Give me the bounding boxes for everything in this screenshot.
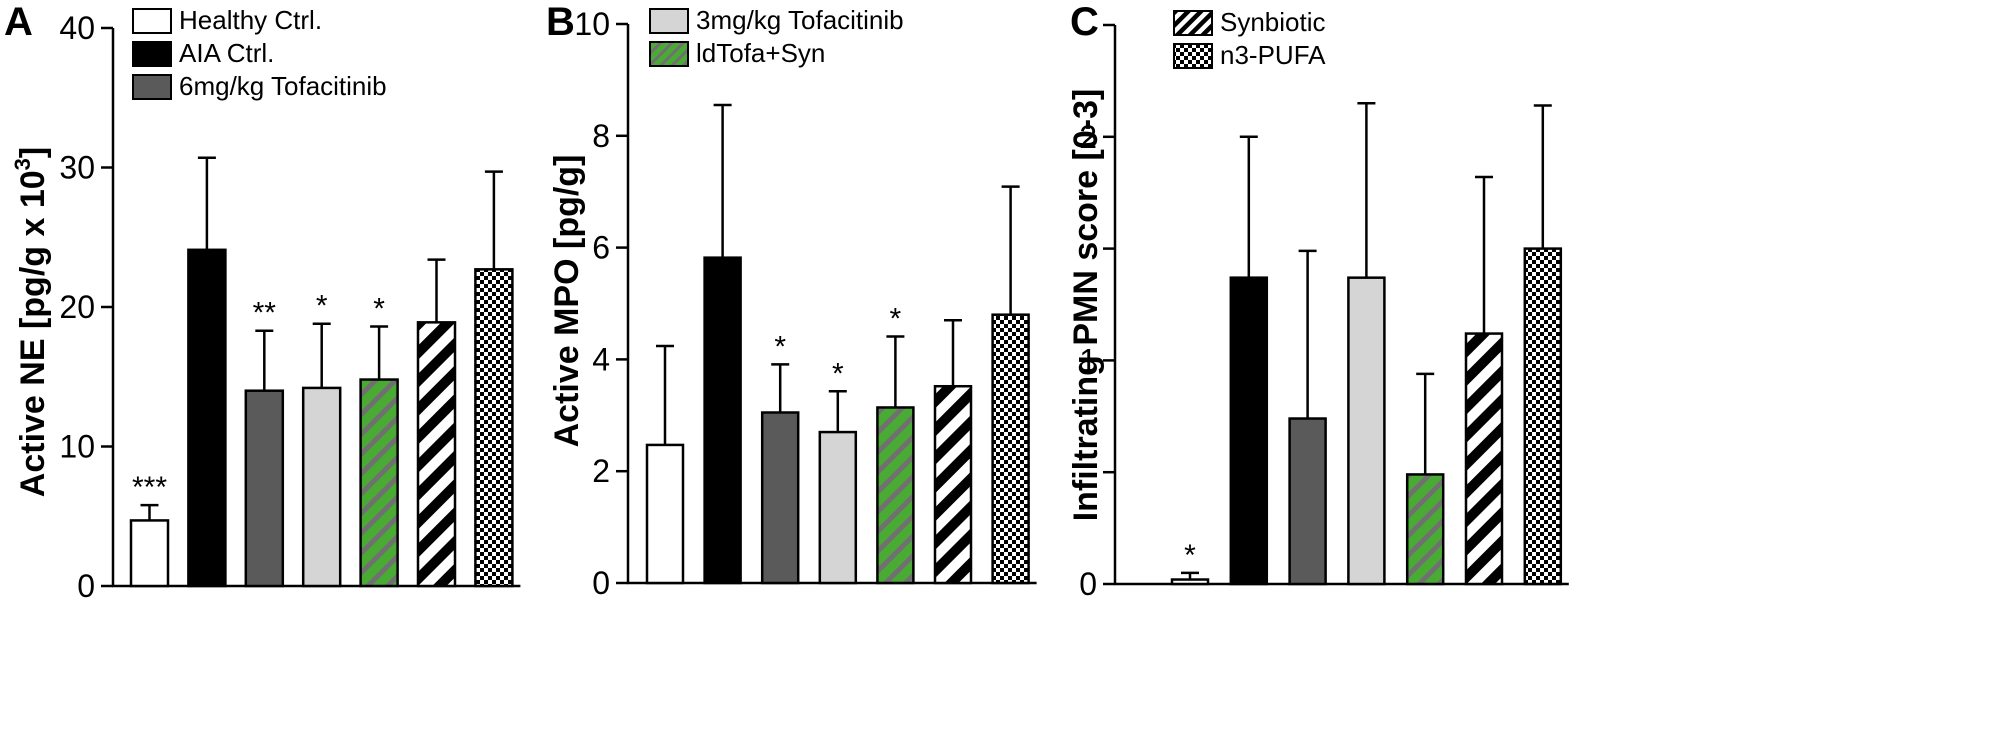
legend-swatch xyxy=(132,74,172,100)
significance-marker: *** xyxy=(132,471,167,504)
bar xyxy=(933,384,973,585)
bar xyxy=(818,430,858,585)
significance-marker: * xyxy=(316,290,328,323)
bar xyxy=(1347,276,1386,586)
significance-marker: * xyxy=(832,357,844,390)
y-axis-title: Active MPO [pg/g] xyxy=(548,155,586,448)
legend-swatch xyxy=(132,41,172,67)
bar xyxy=(1464,332,1504,586)
significance-marker: * xyxy=(1184,539,1196,572)
bar xyxy=(416,321,457,588)
y-axis-title: Active NE [pg/g x 103] xyxy=(10,147,52,497)
bar xyxy=(645,443,685,585)
y-tick-label: 0 xyxy=(77,568,95,604)
bar xyxy=(991,313,1030,585)
bar xyxy=(876,406,915,585)
y-tick-label: 30 xyxy=(59,150,95,186)
legend: Healthy Ctrl.AIA Ctrl.6mg/kg Tofacitinib xyxy=(132,5,387,101)
bar xyxy=(1229,276,1269,586)
bar xyxy=(1170,578,1210,586)
y-tick-label: 8 xyxy=(592,118,610,154)
bar xyxy=(1288,417,1327,586)
y-tick-label: 1 xyxy=(1079,342,1097,378)
legend-swatch xyxy=(132,8,172,34)
y-axis-title-text: Active NE [pg/g x 10 xyxy=(14,170,52,497)
panel-letter: A xyxy=(4,0,33,44)
panel-c: C 0 1 2 * Infiltrating PMN score [0-3] Synb… xyxy=(1067,0,1569,602)
y-tick-label: 0 xyxy=(1079,566,1097,602)
bar xyxy=(244,389,285,588)
y-axis-title-close: ] xyxy=(14,147,52,158)
bar xyxy=(187,248,227,588)
significance-marker: * xyxy=(373,293,385,326)
y-tick-label: 6 xyxy=(592,230,610,266)
significance-marker: * xyxy=(890,302,902,335)
bar xyxy=(1523,247,1563,586)
y-tick-label: 2 xyxy=(592,453,610,489)
y-tick-label: 4 xyxy=(592,341,610,377)
y-axis-title-text: Active MPO [pg/g] xyxy=(548,155,586,448)
legend-label: Synbiotic xyxy=(1220,7,1326,37)
y-tick-label: 10 xyxy=(574,6,610,42)
y-axis-title: Infiltrating PMN score [0-3] xyxy=(1067,89,1105,522)
legend-label: Healthy Ctrl. xyxy=(179,5,322,35)
bar xyxy=(474,268,514,588)
y-axis-title-superscript: 3 xyxy=(10,158,35,170)
y-axis-title-text: Infiltrating PMN score [0-3] xyxy=(1067,89,1105,522)
panel-letter: C xyxy=(1070,0,1099,44)
y-tick-label: 40 xyxy=(59,10,95,46)
plot-area: 0 1 2 * xyxy=(1079,23,1569,602)
panel-letter: B xyxy=(546,0,575,44)
significance-marker: ** xyxy=(253,297,277,330)
bar xyxy=(703,256,742,585)
panel-b: B 0 2 4 6 8 10 * * * Active MPO [pg/g] 3mg/kg To… xyxy=(546,0,1037,601)
legend-swatch xyxy=(649,8,689,34)
legend-label: n3-PUFA xyxy=(1220,40,1326,70)
legend-label: AIA Ctrl. xyxy=(179,38,274,68)
plot-area: 0 2 4 6 8 10 * * * xyxy=(574,6,1037,601)
y-tick-label: 2 xyxy=(1079,119,1097,155)
legend-label: 6mg/kg Tofacitinib xyxy=(179,71,387,101)
y-tick-label: 10 xyxy=(59,429,95,465)
legend-swatch xyxy=(649,41,689,67)
y-tick-label: 20 xyxy=(59,289,95,325)
legend-label: 3mg/kg Tofacitinib xyxy=(696,5,904,35)
bar xyxy=(301,386,342,588)
legend-swatch xyxy=(1173,10,1213,36)
y-tick-label: 0 xyxy=(592,565,610,601)
bar xyxy=(359,378,399,588)
legend-label: ldTofa+Syn xyxy=(696,38,825,68)
bar xyxy=(129,519,170,588)
legend-swatch xyxy=(1173,43,1213,69)
significance-marker: * xyxy=(774,330,786,363)
bar xyxy=(1405,473,1445,586)
bar xyxy=(760,411,800,585)
